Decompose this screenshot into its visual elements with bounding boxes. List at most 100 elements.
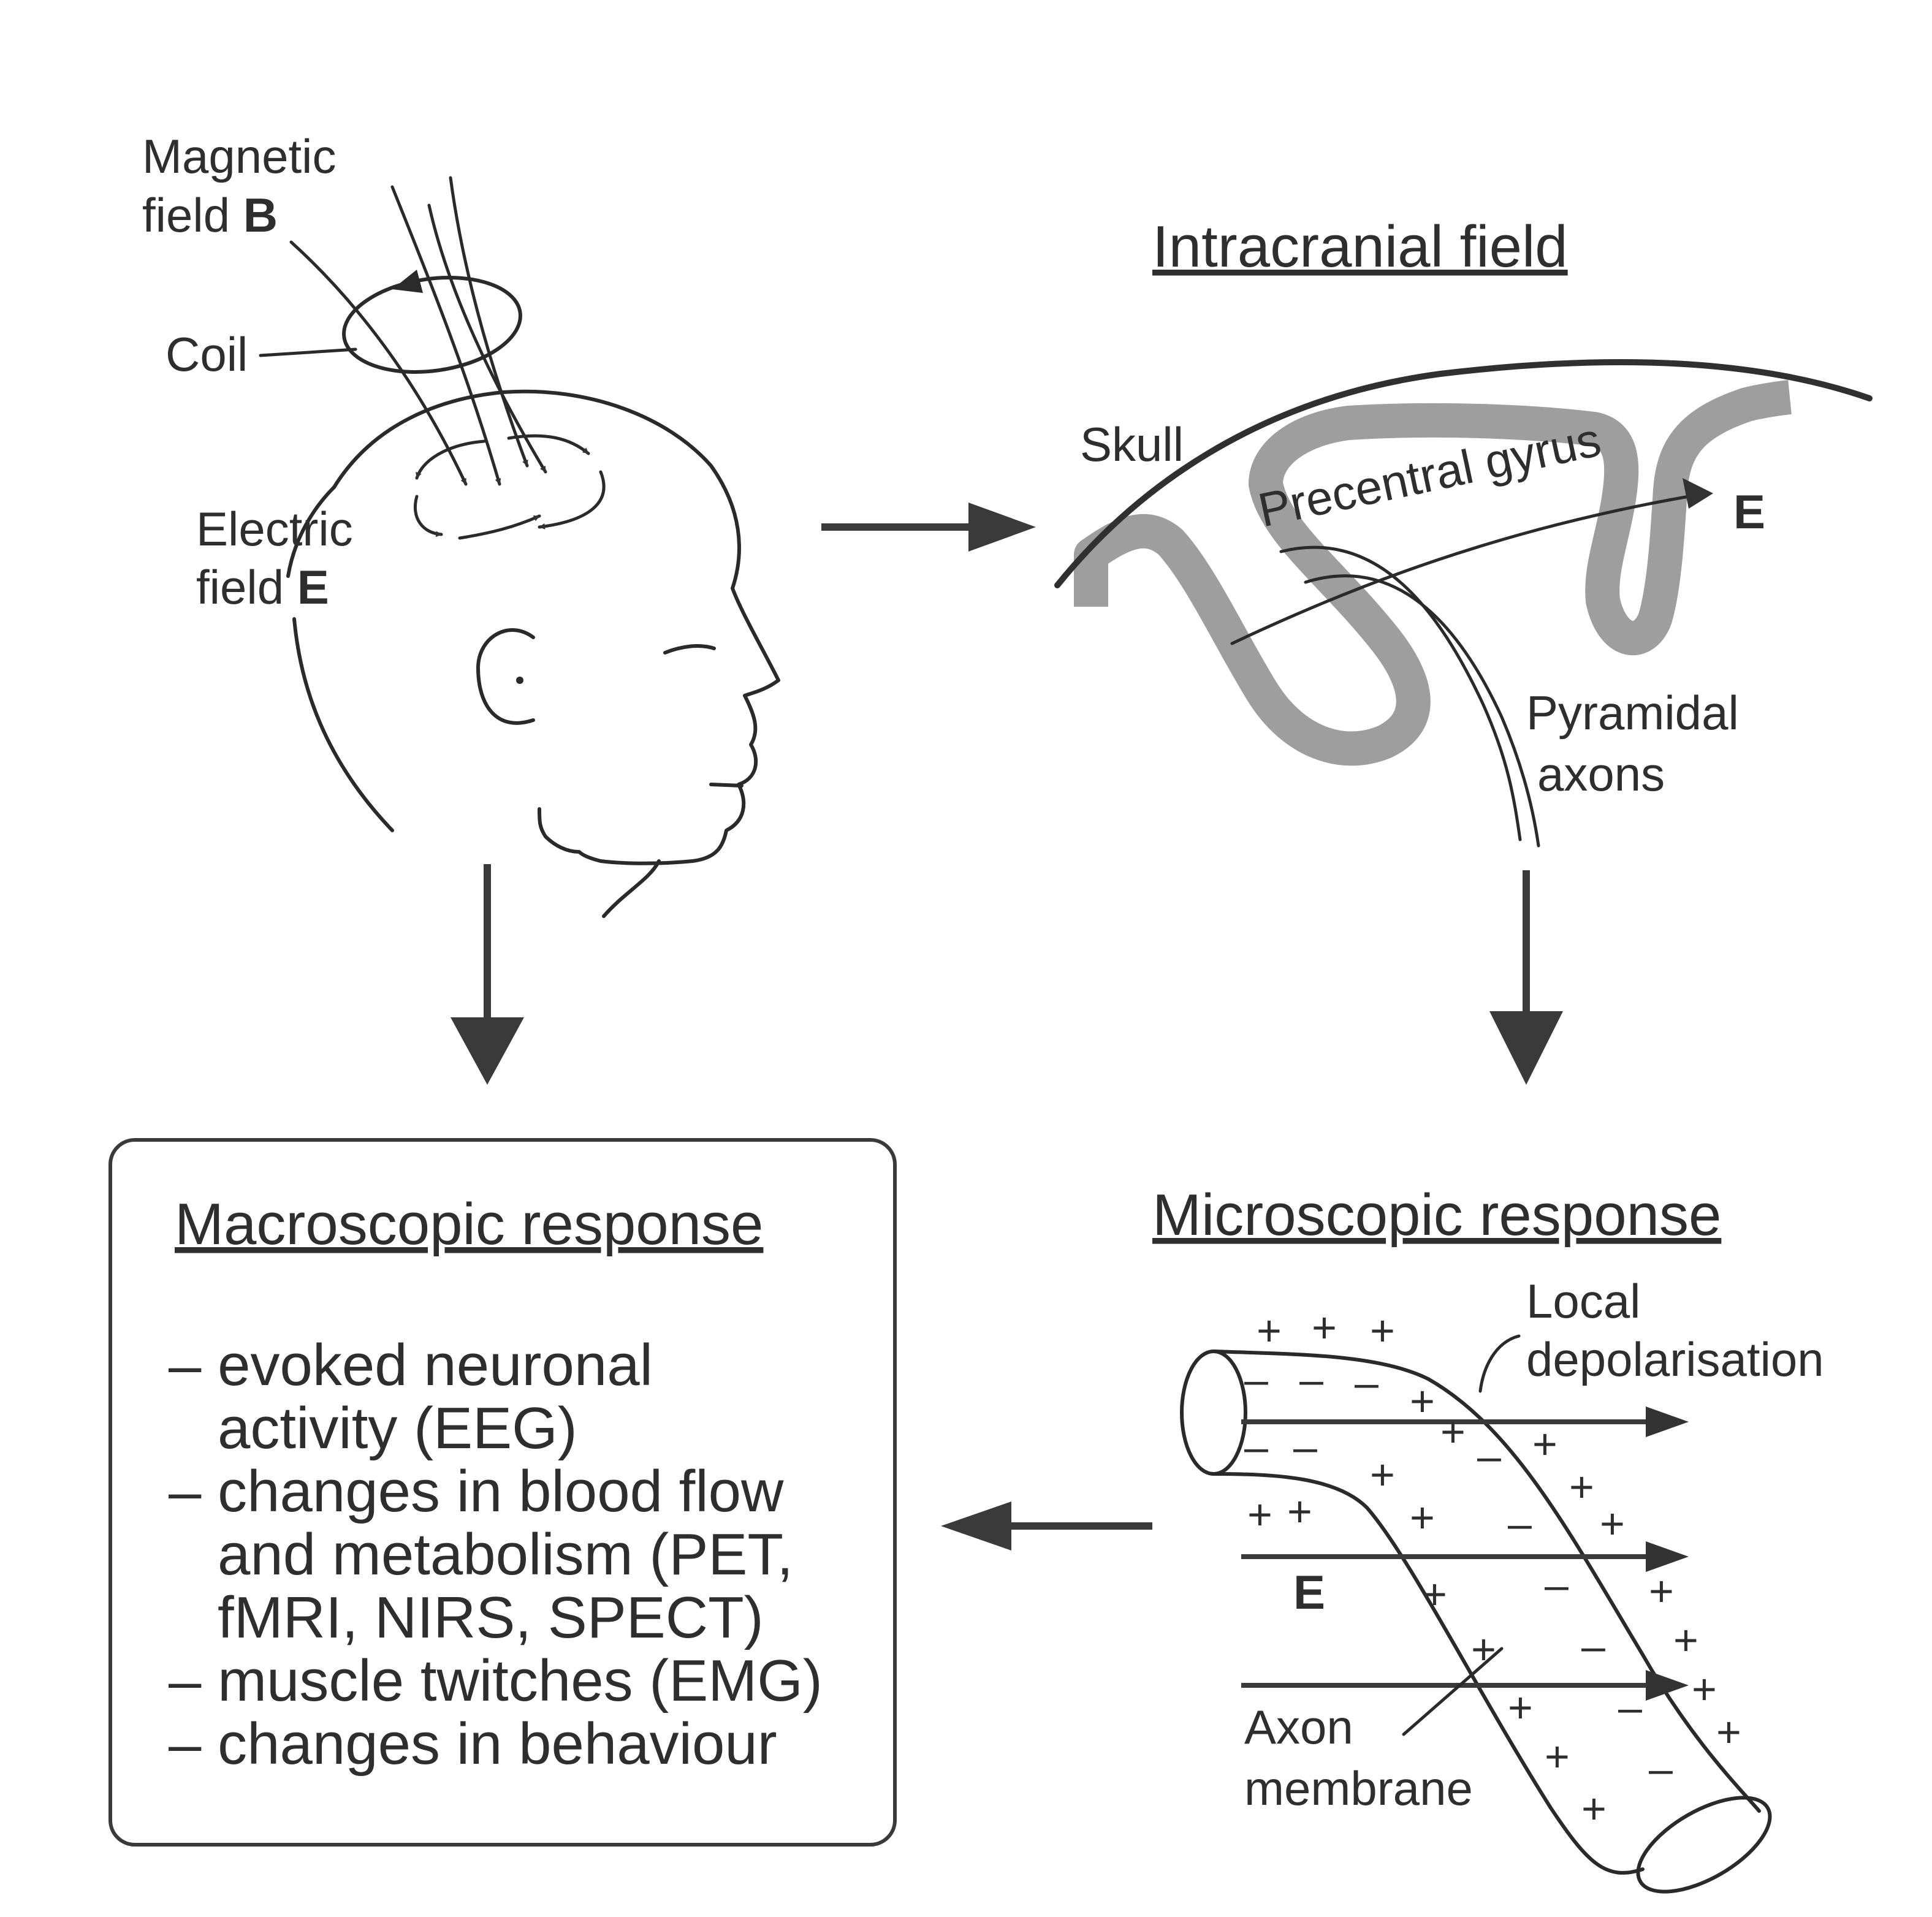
- axon-end-cap-left: [1180, 1349, 1247, 1476]
- intracranial-title: Intracranial field: [1152, 214, 1568, 279]
- arrow-head-to-macroscopic: [451, 864, 524, 1085]
- ear: [476, 628, 535, 725]
- ear-dot: [516, 677, 523, 684]
- macroscopic-item-line: – evoked neuronal: [169, 1332, 653, 1398]
- membrane-leader-line: [1402, 1647, 1504, 1736]
- electric-field-loop-bottom: [413, 495, 443, 537]
- magnetic-field-line-4: [449, 176, 529, 468]
- axon-membrane-inner: [1212, 1472, 1645, 1875]
- skull-label: Skull: [1080, 417, 1184, 471]
- neck-back: [292, 617, 394, 832]
- back-of-head: [286, 485, 336, 578]
- macroscopic-item: – changes in behaviour: [169, 1711, 777, 1777]
- plus-sign: +: [1312, 1304, 1337, 1351]
- coil-arrow-head: [392, 270, 423, 293]
- arrow-microscopic-to-macroscopic: [941, 1501, 1152, 1551]
- coil-label: Coil: [165, 327, 248, 381]
- macroscopic-item: – evoked neuronal activity (EEG): [169, 1332, 653, 1461]
- macroscopic-item: – changes in blood flow and metabolism (…: [169, 1459, 793, 1650]
- minus-sign: –: [1545, 1561, 1569, 1609]
- plus-sign: +: [1545, 1733, 1570, 1780]
- minus-sign: –: [1477, 1432, 1501, 1480]
- intracranial-field-symbol: E: [1733, 485, 1765, 539]
- minus-sign: –: [1299, 1356, 1323, 1403]
- electric-field-loop-base: [458, 514, 541, 540]
- magnetic-field-label-line2: field B: [142, 188, 278, 242]
- electric-field-loop-top: [507, 434, 590, 455]
- minus-sign: –: [1649, 1745, 1673, 1793]
- plus-sign: +: [1581, 1785, 1607, 1832]
- minus-sign: –: [1355, 1359, 1379, 1406]
- electric-field-loop-outer: [538, 470, 606, 530]
- electric-field-label-line1: Electric: [196, 502, 353, 556]
- depolarisation-leader-line: [1478, 1334, 1521, 1393]
- precentral-gyrus-ribbon: [1074, 380, 1792, 766]
- magnetic-field-line-2: [390, 185, 501, 486]
- macroscopic-item-line: – muscle twitches (EMG): [169, 1648, 823, 1714]
- local-depolarisation-label-line1: Local: [1526, 1274, 1640, 1328]
- axon-end-cap-right: [1636, 1796, 1772, 1894]
- electric-field-loop-left: [415, 439, 486, 480]
- macroscopic-panel: Macroscopic response – evoked neuronal a…: [108, 1138, 897, 1847]
- macroscopic-item-line: – changes in behaviour: [169, 1711, 777, 1777]
- skull-line: [1054, 359, 1873, 588]
- plus-sign: +: [1370, 1451, 1395, 1498]
- magnetic-field-symbol: B: [243, 188, 278, 242]
- coil: [342, 276, 522, 374]
- electric-field-label-line2: field E: [196, 560, 329, 614]
- magnetic-field-label-line1: Magnetic: [142, 129, 337, 183]
- pyramidal-axons-label-line2: axons: [1537, 747, 1665, 801]
- micro-field-arrow-3: [1241, 1670, 1689, 1701]
- macroscopic-item-continuation: activity (EEG): [169, 1395, 577, 1461]
- plus-sign: +: [1532, 1420, 1557, 1468]
- plus-sign: +: [1692, 1665, 1717, 1713]
- arrow-head-to-intracranial: [821, 503, 1036, 552]
- axon-membrane-label-line1: Axon: [1244, 1700, 1353, 1754]
- macroscopic-item-line: – changes in blood flow: [169, 1459, 784, 1524]
- plus-sign: +: [1440, 1408, 1466, 1456]
- axon-membrane-label-line2: membrane: [1244, 1761, 1473, 1815]
- plus-sign: +: [1508, 1684, 1533, 1731]
- plus-sign: +: [1287, 1487, 1312, 1535]
- minus-sign: –: [1244, 1423, 1268, 1471]
- pyramidal-axons-label-line1: Pyramidal: [1526, 686, 1739, 740]
- coil-leader-line: [259, 347, 357, 357]
- macroscopic-box: [108, 1138, 897, 1847]
- mouth: [709, 783, 744, 788]
- plus-sign: +: [1370, 1307, 1395, 1354]
- plus-sign: +: [1422, 1570, 1447, 1618]
- magnetic-field-line-1: [289, 240, 468, 486]
- microscopic-title: Microscopic response: [1152, 1182, 1721, 1248]
- plus-sign: +: [1410, 1494, 1435, 1541]
- micro-field-symbol: E: [1293, 1565, 1325, 1619]
- plus-sign: +: [1600, 1500, 1625, 1547]
- micro-field-arrow-2: [1241, 1541, 1689, 1572]
- minus-sign: –: [1244, 1356, 1268, 1403]
- minus-sign: –: [1618, 1684, 1642, 1731]
- plus-sign: +: [1247, 1490, 1272, 1538]
- minus-sign: –: [1293, 1423, 1317, 1471]
- intracranial-field-arrowhead: [1683, 478, 1713, 509]
- macroscopic-item-continuation: and metabolism (PET,: [169, 1522, 793, 1587]
- neck-front: [602, 859, 661, 918]
- plus-sign: +: [1649, 1567, 1674, 1615]
- macroscopic-item-continuation: fMRI, NIRS, SPECT): [169, 1585, 764, 1650]
- plus-sign: +: [1410, 1377, 1435, 1425]
- axon-membrane-outer: [1212, 1349, 1761, 1813]
- plus-sign: +: [1716, 1708, 1741, 1756]
- head-outline: [332, 389, 780, 865]
- electric-field-label-prefix: field: [196, 560, 297, 614]
- flow-arrows: [451, 503, 1563, 1551]
- pyramidal-axon-2: [1304, 574, 1540, 848]
- minus-sign: –: [1581, 1622, 1605, 1670]
- magnetic-field-label-prefix: field: [142, 188, 243, 242]
- local-depolarisation-label-line2: depolarisation: [1526, 1332, 1824, 1386]
- minus-sign: –: [1508, 1500, 1532, 1547]
- plus-sign: +: [1673, 1616, 1698, 1664]
- electric-field-symbol: E: [297, 560, 329, 614]
- plus-sign: +: [1257, 1307, 1282, 1354]
- plus-sign: +: [1569, 1463, 1594, 1511]
- eye: [663, 644, 716, 655]
- micro-field-arrow-1: [1241, 1406, 1689, 1437]
